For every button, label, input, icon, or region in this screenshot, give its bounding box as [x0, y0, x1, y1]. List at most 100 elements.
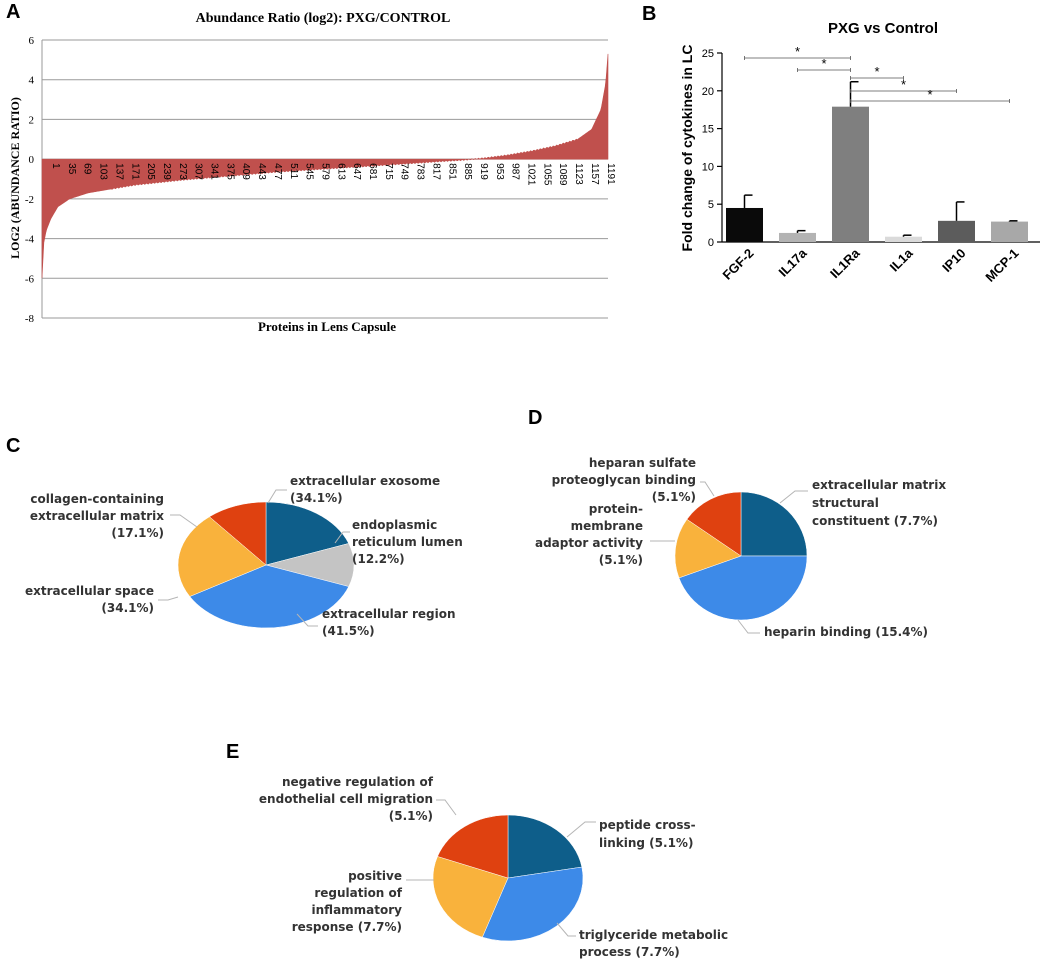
panel-label-e: E: [226, 741, 239, 763]
pie-label: membrane: [571, 519, 643, 533]
panel-a-xtick-label: 885: [462, 163, 473, 180]
pie-label: (5.1%): [652, 490, 696, 504]
panel-a-xtick-label: 205: [145, 163, 156, 180]
pie-slice: [686, 491, 742, 557]
panel-a-abundance-bars: [41, 53, 609, 279]
pie-label: protein-: [589, 502, 643, 516]
panel-a-waterfall-chart: Abundance Ratio (log2): PXG/CONTROL Prot…: [8, 11, 616, 334]
panel-a-xlabel: Proteins in Lens Capsule: [258, 319, 396, 334]
panel-a-xtick-label: 851: [446, 163, 457, 180]
pie-leader-line: [556, 922, 576, 937]
pie-slice: [432, 856, 509, 938]
pie-leader-line: [700, 481, 715, 497]
pie-label: process (7.7%): [579, 945, 680, 959]
panel-b-significance-star: *: [874, 64, 879, 79]
pie-label: heparin binding (15.4%): [764, 625, 928, 639]
panel-c-pie-chart: extracellular exosome (34.1%) endoplasmic r…: [25, 474, 463, 638]
pie-label: extracellular space: [25, 584, 154, 598]
pie-leader-line: [566, 821, 596, 838]
panel-b-significance-star: *: [795, 44, 800, 59]
pie-label: (12.2%): [352, 552, 405, 566]
pie-label: triglyceride metabolic: [579, 928, 728, 942]
panel-a-xtick-label: 647: [351, 163, 362, 180]
panel-a-xtick-label: 817: [430, 163, 441, 180]
pie-label: endoplasmic: [352, 518, 437, 532]
pie-label: adaptor activity: [535, 536, 643, 550]
panel-a-ylabel: LOG2 (ABUNDANCE RATIO): [8, 97, 22, 259]
panel-a-xtick-label: 919: [478, 163, 489, 180]
panel-a-xtick-label: 1055: [541, 163, 552, 186]
panel-a-xtick-label: 307: [193, 163, 204, 180]
panel-a-ytick-label: -4: [25, 234, 35, 246]
pie-label: extracellular region: [322, 607, 456, 621]
pie-slice: [482, 866, 584, 942]
panel-label-c: C: [6, 435, 20, 457]
pie-label: collagen-containing: [30, 492, 164, 506]
pie-label: endothelial cell migration: [259, 792, 433, 806]
panel-a-xtick-label: 783: [415, 163, 426, 180]
pie-leader-line: [267, 489, 287, 504]
panel-a-xtick-label: 341: [209, 163, 220, 180]
panel-b-category-label: IL17a: [776, 245, 811, 280]
panel-b-significance-star: *: [901, 77, 906, 92]
pie-label: positive: [348, 869, 402, 883]
pie-label: (41.5%): [322, 624, 375, 638]
pie-slice: [740, 491, 808, 557]
panel-b-bar-il17a: [779, 232, 816, 242]
pie-leader-line: [158, 596, 179, 601]
panel-a-xtick-label: 137: [113, 163, 124, 180]
panel-b-cytokine-chart: PXG vs Control Fold change of cytokines …: [679, 20, 1040, 285]
panel-a-xtick-label: 477: [272, 163, 283, 180]
panel-b-bar-il1a: [885, 236, 922, 242]
pie-slice: [507, 814, 583, 879]
pie-slice: [209, 501, 267, 566]
panel-a-xtick-label: 239: [161, 163, 172, 180]
pie-slice: [437, 814, 509, 879]
pie-leader-line: [737, 619, 760, 634]
pie-label: regulation of: [314, 886, 402, 900]
panel-a-xtick-label: 409: [240, 163, 251, 180]
panel-b-category-label: MCP-1: [982, 246, 1021, 285]
panel-a-xtick-label: 511: [288, 163, 299, 179]
pie-label: extracellular matrix: [30, 509, 164, 523]
panel-a-ytick-label: 0: [29, 154, 35, 166]
pie-label: reticulum lumen: [352, 535, 463, 549]
pie-label: response (7.7%): [292, 920, 402, 934]
panel-b-ytick-label: 15: [702, 124, 714, 136]
pie-label: heparan sulfate: [589, 456, 696, 470]
panel-a-xtick-label: 1157: [589, 163, 600, 185]
panel-b-significance-star: *: [927, 87, 932, 102]
pie-label: structural: [812, 496, 879, 510]
pie-leader-line: [779, 490, 808, 504]
pie-label: extracellular matrix: [812, 478, 946, 492]
panel-a-xtick-label: 613: [335, 163, 346, 180]
panel-a-xtick-label: 1021: [526, 163, 537, 186]
panel-b-category-label: FGF-2: [719, 246, 756, 283]
pie-label: proteoglycan binding: [552, 473, 696, 487]
panel-a-xtick-label: 35: [66, 163, 77, 175]
panel-label-b: B: [642, 3, 656, 25]
pie-leader-line: [170, 514, 198, 528]
pie-label: (17.1%): [111, 526, 164, 540]
panel-b-bar-mcp-1: [991, 221, 1028, 242]
panel-a-ytick-label: 4: [29, 75, 35, 87]
panel-b-category-label: IL1Ra: [827, 245, 863, 281]
panel-b-ytick-label: 0: [708, 237, 714, 249]
pie-label: (5.1%): [389, 809, 433, 823]
pie-leader-line: [436, 799, 457, 816]
panel-a-ytick-label: -2: [25, 194, 34, 206]
panel-e-pie-chart: peptide cross-linking (5.1%) triglyceride…: [259, 775, 728, 959]
panel-a-xtick-label: 375: [224, 163, 235, 180]
panel-b-ylabel: Fold change of cytokines in LC: [679, 45, 695, 252]
pie-leader-line: [334, 531, 350, 544]
panel-a-xtick-label: 1123: [573, 163, 584, 185]
panel-b-ytick-label: 20: [702, 86, 714, 98]
pie-label: linking (5.1%): [599, 836, 693, 850]
panel-b-category-label: IP10: [939, 246, 969, 276]
pie-label: (34.1%): [290, 491, 343, 505]
pie-slice: [177, 516, 267, 597]
panel-a-xtick-label: 69: [82, 163, 93, 175]
panel-a-xtick-label: 1089: [557, 163, 568, 186]
pie-label: extracellular exosome: [290, 474, 440, 488]
